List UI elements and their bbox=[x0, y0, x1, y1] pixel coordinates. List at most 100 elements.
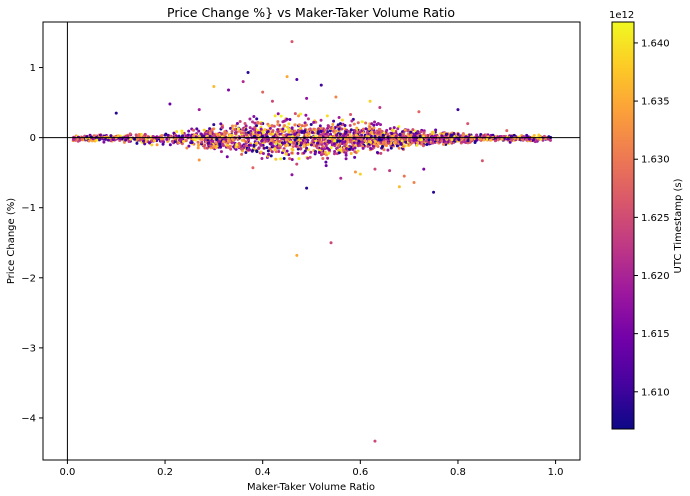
scatter-point bbox=[436, 138, 440, 142]
scatter-point bbox=[323, 128, 327, 132]
scatter-point bbox=[162, 140, 166, 144]
scatter-point bbox=[196, 143, 200, 147]
scatter-point bbox=[404, 140, 408, 144]
scatter-point bbox=[500, 137, 504, 141]
scatter-point bbox=[182, 140, 186, 144]
scatter-point bbox=[350, 119, 354, 123]
scatter-point bbox=[364, 127, 368, 131]
scatter-point bbox=[456, 132, 460, 136]
scatter-point bbox=[333, 149, 337, 153]
scatter-point bbox=[211, 139, 215, 143]
scatter-point bbox=[255, 133, 259, 137]
scatter-point bbox=[493, 139, 497, 143]
scatter-point bbox=[381, 133, 385, 137]
scatter-point bbox=[259, 127, 263, 131]
scatter-point bbox=[102, 140, 106, 144]
scatter-point bbox=[259, 122, 263, 126]
scatter-point bbox=[353, 170, 357, 174]
scatter-point bbox=[249, 129, 253, 133]
scatter-point bbox=[349, 113, 353, 117]
scatter-point bbox=[202, 134, 206, 138]
scatter-point bbox=[389, 138, 393, 142]
scatter-point bbox=[212, 133, 216, 137]
scatter-point bbox=[237, 145, 241, 149]
scatter-point bbox=[262, 131, 266, 135]
scatter-point bbox=[450, 133, 454, 137]
scatter-point bbox=[431, 141, 435, 145]
scatter-point bbox=[197, 129, 201, 133]
scatter-point bbox=[241, 80, 245, 84]
scatter-point bbox=[296, 151, 300, 155]
scatter-point bbox=[244, 128, 248, 132]
scatter-point bbox=[257, 146, 261, 150]
scatter-point bbox=[505, 129, 509, 133]
scatter-point bbox=[380, 144, 384, 148]
scatter-point bbox=[351, 143, 355, 147]
scatter-point bbox=[144, 140, 148, 144]
scatter-point bbox=[312, 144, 316, 148]
scatter-point bbox=[339, 148, 343, 152]
scatter-point bbox=[323, 147, 327, 151]
scatter-point bbox=[243, 122, 247, 126]
scatter-point bbox=[290, 151, 294, 155]
scatter-point bbox=[227, 88, 231, 92]
scatter-point bbox=[358, 172, 362, 176]
scatter-point bbox=[279, 157, 283, 161]
scatter-point bbox=[246, 70, 250, 74]
scatter-point bbox=[353, 146, 357, 150]
scatter-point bbox=[282, 119, 286, 123]
scatter-point bbox=[393, 140, 397, 144]
scatter-point bbox=[326, 130, 330, 134]
scatter-point bbox=[239, 147, 243, 151]
scatter-point bbox=[143, 142, 147, 146]
scatter-point bbox=[348, 133, 352, 137]
scatter-point bbox=[218, 137, 222, 141]
scatter-point bbox=[337, 116, 341, 120]
scatter-point bbox=[215, 138, 219, 142]
scatter-point bbox=[371, 144, 375, 148]
scatter-point bbox=[390, 132, 394, 136]
scatter-point bbox=[402, 174, 406, 178]
scatter-point bbox=[388, 169, 392, 173]
scatter-point bbox=[361, 146, 365, 150]
scatter-point bbox=[468, 140, 472, 144]
scatter-point bbox=[185, 146, 189, 150]
scatter-point bbox=[219, 150, 223, 154]
scatter-point bbox=[155, 143, 159, 147]
scatter-point bbox=[356, 121, 360, 125]
scatter-point bbox=[150, 139, 154, 143]
scatter-point bbox=[327, 140, 331, 144]
scatter-point bbox=[324, 153, 328, 157]
scatter-point bbox=[303, 129, 307, 133]
colorbar-offset-label: 1e12 bbox=[609, 10, 634, 21]
scatter-point bbox=[475, 133, 479, 137]
scatter-point bbox=[421, 144, 425, 148]
scatter-point bbox=[287, 128, 291, 132]
scatter-point bbox=[98, 133, 102, 137]
x-tick-label: 0.2 bbox=[157, 467, 173, 478]
scatter-point bbox=[248, 117, 252, 121]
scatter-point bbox=[336, 123, 340, 127]
scatter-point bbox=[282, 149, 286, 153]
scatter-point bbox=[392, 126, 396, 130]
scatter-points bbox=[71, 40, 553, 443]
scatter-point bbox=[290, 40, 294, 44]
scatter-point bbox=[276, 112, 280, 116]
scatter-point bbox=[344, 147, 348, 151]
scatter-point bbox=[525, 138, 529, 142]
scatter-point bbox=[163, 133, 167, 137]
scatter-point bbox=[352, 141, 356, 145]
y-axis-label: Price Change (%) bbox=[6, 198, 17, 284]
scatter-point bbox=[234, 124, 238, 128]
scatter-point bbox=[235, 122, 239, 126]
scatter-point bbox=[512, 133, 516, 137]
scatter-point bbox=[228, 144, 232, 148]
scatter-point bbox=[324, 160, 328, 164]
scatter-point bbox=[398, 132, 402, 136]
scatter-point bbox=[336, 148, 340, 152]
scatter-point bbox=[353, 155, 357, 159]
scatter-point bbox=[267, 152, 271, 156]
scatter-point bbox=[306, 117, 310, 121]
scatter-point bbox=[212, 144, 216, 148]
scatter-point bbox=[329, 146, 333, 150]
